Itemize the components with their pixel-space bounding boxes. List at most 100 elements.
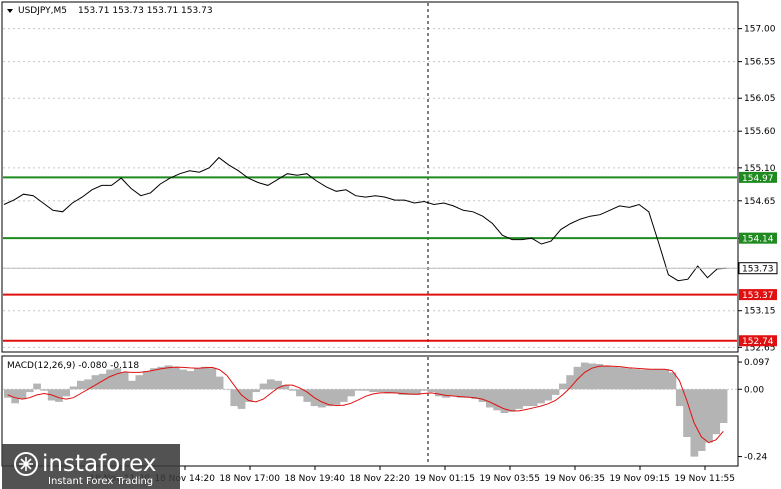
- macd-indicator-label: MACD(12,26,9) -0.080 -0.118: [7, 361, 139, 371]
- macd-bar: [25, 389, 34, 393]
- macd-bar: [705, 389, 713, 443]
- macd-bar: [624, 368, 633, 390]
- price-tick-label: 154.65: [744, 197, 776, 207]
- symbol-label: USDJPY,M5: [18, 6, 67, 16]
- macd-bar: [712, 389, 721, 435]
- macd-bar: [266, 379, 275, 390]
- time-tick-label: 19 Nov 11:55: [674, 474, 735, 484]
- level-tag-box: [739, 289, 777, 301]
- macd-bar: [288, 389, 297, 391]
- macd-bar: [617, 367, 626, 390]
- macd-bar: [559, 383, 567, 390]
- macd-panel-frame: [1, 355, 739, 467]
- macd-bar: [369, 389, 377, 393]
- macd-bar: [325, 389, 333, 407]
- macd-bar: [281, 385, 290, 390]
- macd-bar: [11, 389, 19, 404]
- level-tag-label: 152.74: [742, 337, 774, 347]
- macd-bar: [55, 389, 63, 402]
- price-level-tags: 154.97 154.14 153.37 152.74: [739, 171, 777, 347]
- macd-bar: [405, 389, 414, 395]
- macd-bar: [135, 375, 144, 390]
- dropdown-triangle-icon[interactable]: [7, 9, 13, 13]
- macd-panel: 0.097 0.00 -0.24 MACD(12,26,9) -0.080 -0.1…: [1, 355, 770, 467]
- macd-bar: [383, 389, 392, 394]
- macd-bar: [84, 379, 92, 390]
- macd-bar: [398, 389, 407, 395]
- macd-bar: [639, 369, 648, 390]
- macd-bar: [40, 389, 49, 391]
- macd-bar: [661, 369, 669, 390]
- macd-bar: [427, 389, 436, 393]
- macd-bar: [449, 389, 458, 397]
- price-tick-label: 152.65: [744, 343, 776, 353]
- macd-bar: [215, 376, 224, 390]
- price-tick-label: 153.15: [744, 307, 776, 317]
- macd-bar: [230, 389, 239, 407]
- macd-bar: [157, 366, 166, 390]
- time-tick-label: 19 Nov 01:15: [414, 474, 475, 484]
- macd-bar: [507, 389, 516, 412]
- macd-bar: [208, 368, 217, 390]
- price-tick-label: 155.60: [744, 127, 776, 137]
- level-tag-box: [739, 335, 777, 347]
- macd-bar: [361, 389, 370, 391]
- macd-axis: 0.097 0.00 -0.24: [738, 358, 770, 463]
- macd-bar: [223, 389, 231, 390]
- time-tick-label: 18 Nov 14:20: [154, 474, 215, 484]
- macd-bar: [113, 368, 122, 390]
- macd-bar: [98, 373, 107, 390]
- macd-bar: [544, 389, 553, 401]
- current-price-tag-label: 153.73: [742, 265, 774, 275]
- macd-bar: [318, 389, 326, 408]
- macd-tick-label: -0.24: [744, 453, 768, 463]
- macd-tick-label: 0.097: [744, 358, 770, 368]
- macd-bar: [646, 369, 655, 390]
- macd-bar: [259, 383, 268, 390]
- macd-bar: [675, 389, 684, 407]
- macd-bar: [18, 389, 27, 400]
- macd-signal-line: [7, 365, 724, 444]
- macd-bar: [179, 369, 187, 390]
- watermark-brand: instaforex: [42, 451, 157, 477]
- macd-bar: [602, 365, 611, 390]
- current-price-tag-box: [738, 262, 778, 275]
- macd-bar: [172, 366, 180, 390]
- macd-bar: [120, 372, 129, 390]
- macd-bar: [193, 368, 202, 390]
- instaforex-watermark: instaforex Instant Forex Trading: [2, 444, 180, 489]
- macd-bar: [354, 389, 363, 391]
- instaforex-logo-icon: [14, 452, 38, 476]
- macd-bar: [420, 389, 428, 391]
- macd-bar: [588, 363, 596, 390]
- macd-bar: [274, 380, 282, 390]
- time-tick-label: 18 Nov 17:00: [219, 474, 280, 484]
- macd-bar: [683, 389, 691, 437]
- macd-bar: [573, 366, 582, 390]
- time-tick-label: 19 Nov 09:15: [609, 474, 670, 484]
- price-tick-label: 156.05: [744, 94, 776, 104]
- macd-bar: [332, 389, 341, 405]
- price-panel: 157.00156.55156.05155.60155.10154.65154.…: [1, 1, 778, 353]
- level-tag-label: 154.97: [742, 174, 774, 184]
- macd-bar: [537, 389, 545, 404]
- macd-bar: [697, 389, 706, 451]
- level-tag-box: [739, 232, 777, 244]
- price-tick-label: 156.55: [744, 58, 776, 68]
- macd-bar: [719, 389, 728, 423]
- macd-bar: [252, 389, 260, 393]
- macd-bar: [500, 389, 509, 414]
- macd-bar: [62, 389, 71, 397]
- macd-bar: [471, 389, 480, 400]
- macd-bar: [376, 389, 385, 393]
- macd-bar: [296, 389, 304, 397]
- macd-bar: [413, 389, 421, 395]
- watermark-tagline: Instant Forex Trading: [48, 476, 153, 487]
- macd-bar: [77, 380, 85, 390]
- macd-bar: [434, 389, 443, 397]
- macd-bar: [33, 383, 41, 390]
- macd-bar: [106, 369, 114, 390]
- macd-bar: [654, 369, 662, 390]
